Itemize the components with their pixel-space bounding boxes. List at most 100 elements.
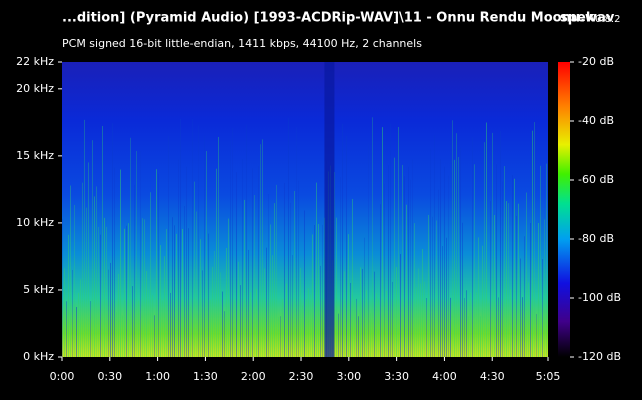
- texture-streak: [432, 216, 433, 357]
- texture-streak: [406, 204, 407, 357]
- texture-streak: [76, 306, 77, 357]
- texture-streak: [184, 206, 185, 357]
- texture-streak: [358, 316, 359, 357]
- texture-streak: [454, 159, 455, 357]
- texture-streak: [204, 135, 205, 357]
- texture-streak: [70, 185, 71, 357]
- texture-streak: [540, 165, 541, 357]
- texture-streak: [302, 305, 303, 357]
- texture-streak: [460, 147, 461, 357]
- texture-streak: [310, 294, 311, 357]
- texture-streak: [314, 224, 315, 357]
- texture-streak: [152, 295, 153, 357]
- texture-streak: [294, 190, 295, 357]
- texture-streak: [144, 219, 145, 357]
- texture-streak: [430, 148, 431, 357]
- texture-streak: [126, 225, 127, 357]
- texture-streak: [188, 228, 189, 357]
- texture-streak: [386, 291, 387, 357]
- texture-streak: [408, 166, 409, 357]
- texture-streak: [106, 226, 107, 357]
- texture-streak: [380, 204, 381, 357]
- colorbar-tick-label: -40 dB: [578, 114, 614, 127]
- texture-streak: [264, 268, 265, 357]
- texture-streak: [100, 234, 101, 357]
- texture-streak: [98, 226, 99, 357]
- texture-streak: [322, 224, 323, 357]
- texture-streak: [424, 281, 425, 357]
- texture-streak: [544, 219, 545, 357]
- texture-streak: [130, 137, 131, 357]
- colorbar-tick-label: -100 dB: [578, 291, 621, 304]
- texture-streak: [472, 136, 473, 357]
- texture-streak: [342, 123, 343, 358]
- texture-streak: [298, 180, 299, 357]
- texture-streak: [502, 181, 503, 357]
- texture-streak: [498, 297, 499, 357]
- texture-streak: [180, 119, 181, 357]
- texture-streak: [270, 224, 271, 357]
- texture-streak: [200, 239, 201, 357]
- texture-streak: [514, 178, 515, 357]
- texture-streak: [396, 267, 397, 357]
- texture-streak: [160, 245, 161, 357]
- texture-streak: [412, 159, 413, 357]
- texture-streak: [470, 293, 471, 357]
- texture-streak: [384, 183, 385, 357]
- texture-streak: [278, 316, 279, 357]
- texture-streak: [158, 173, 159, 357]
- colorbar-tick-label: -60 dB: [578, 173, 614, 186]
- texture-streak: [190, 306, 191, 357]
- texture-streak: [346, 135, 347, 357]
- texture-streak: [156, 169, 157, 357]
- subtitle: PCM signed 16-bit little-endian, 1411 kb…: [62, 37, 422, 50]
- app-name: spek: [560, 11, 595, 26]
- texture-streak: [420, 283, 421, 357]
- texture-streak: [176, 233, 177, 357]
- texture-streak: [136, 150, 137, 357]
- y-tick-label: 0 kHz: [23, 350, 54, 363]
- texture-streak: [334, 172, 335, 357]
- texture-streak: [312, 234, 313, 357]
- texture-streak: [226, 247, 227, 357]
- texture-streak: [196, 211, 197, 357]
- texture-streak: [524, 236, 525, 357]
- texture-streak: [288, 118, 289, 358]
- spectrogram: [62, 62, 548, 357]
- texture-streak: [348, 234, 349, 357]
- x-tick-label: 2:30: [289, 370, 314, 383]
- y-tick-label: 15 kHz: [16, 149, 54, 162]
- texture-streak: [452, 120, 453, 357]
- texture-streak: [284, 182, 285, 357]
- texture-streak: [140, 150, 141, 357]
- texture-streak: [108, 269, 109, 357]
- texture-streak: [280, 316, 281, 357]
- x-tick-label: 1:00: [145, 370, 170, 383]
- texture-streak: [418, 268, 419, 357]
- texture-streak: [82, 182, 83, 357]
- texture-streak: [110, 262, 111, 357]
- texture-streak: [300, 267, 301, 357]
- texture-streak: [488, 303, 489, 357]
- texture-streak: [96, 186, 97, 357]
- texture-streak: [492, 132, 493, 357]
- texture-streak: [516, 215, 517, 357]
- y-tick-label: 10 kHz: [16, 216, 54, 229]
- texture-streak: [172, 217, 173, 357]
- texture-streak: [378, 298, 379, 357]
- texture-streak: [364, 237, 365, 357]
- texture-streak: [216, 168, 217, 357]
- texture-streak: [240, 285, 241, 357]
- texture-streak: [154, 315, 155, 357]
- texture-streak: [390, 123, 391, 358]
- texture-streak: [316, 182, 317, 357]
- texture-streak: [118, 273, 119, 357]
- texture-streak: [468, 316, 469, 357]
- texture-streak: [244, 199, 245, 357]
- texture-streak: [474, 164, 475, 357]
- texture-streak: [214, 250, 215, 357]
- texture-streak: [168, 135, 169, 357]
- texture-streak: [246, 124, 247, 358]
- texture-streak: [480, 316, 481, 357]
